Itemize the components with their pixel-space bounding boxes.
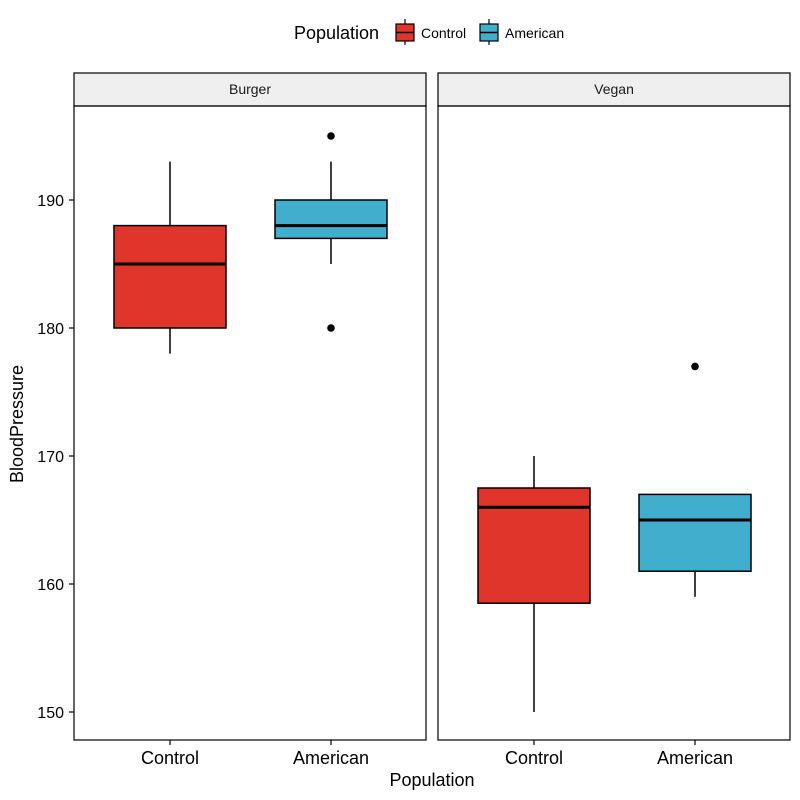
outlier-point [691, 362, 699, 371]
box-american: American [638, 362, 752, 768]
y-tick-label: 150 [37, 705, 64, 722]
legend: Population Control American [294, 19, 564, 45]
panel-vegan: Vegan Control American [437, 72, 791, 768]
legend-item-control: Control [395, 19, 466, 45]
panel-border [73, 105, 427, 741]
box-iqr [638, 493, 752, 572]
y-tick-label: 170 [37, 449, 64, 466]
facet-strip [437, 72, 791, 107]
legend-item-american: American [479, 19, 564, 45]
legend-label: Control [421, 25, 466, 41]
x-axis-title: Population [389, 770, 474, 790]
box-iqr [274, 199, 388, 240]
box-iqr [113, 224, 227, 329]
panel-burger: Burger Control American [73, 72, 427, 768]
panel-border [437, 105, 791, 741]
legend-title: Population [294, 23, 379, 43]
box-control: Control [477, 456, 591, 768]
x-tick-label: American [293, 748, 369, 768]
facet-strip [73, 72, 427, 107]
facet-strip-label: Burger [229, 81, 271, 97]
x-tick-label: Control [505, 748, 563, 768]
outlier-point [327, 132, 335, 140]
box-american: American [274, 132, 388, 768]
box-control: Control [113, 161, 227, 768]
y-tick-label: 160 [37, 577, 64, 594]
y-tick-label: 190 [37, 193, 64, 210]
box-iqr [477, 487, 591, 604]
x-tick-label: American [657, 748, 733, 768]
facet-strip-label: Vegan [594, 81, 634, 97]
x-tick-label: Control [141, 748, 199, 768]
y-axis: 150 160 170 180 190 [37, 193, 74, 722]
legend-label: American [505, 25, 564, 41]
y-tick-label: 180 [37, 321, 64, 338]
y-axis-title: BloodPressure [7, 365, 27, 483]
outlier-point [327, 324, 335, 332]
